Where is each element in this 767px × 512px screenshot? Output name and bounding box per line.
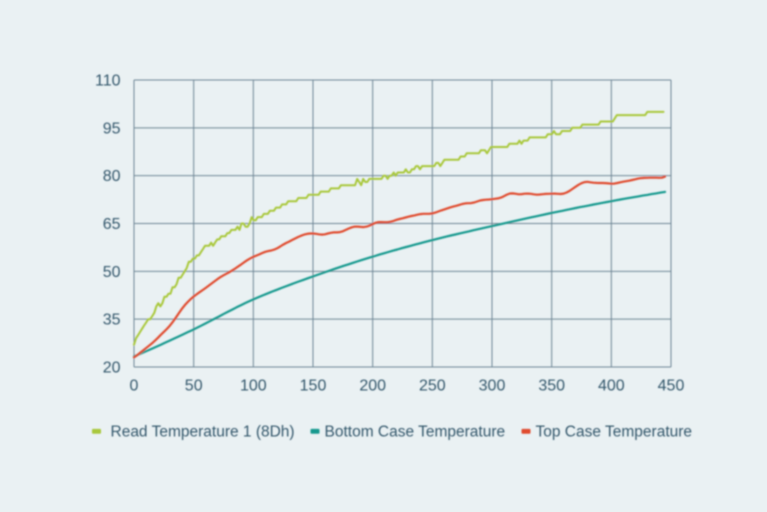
svg-text:35: 35 — [103, 312, 121, 329]
svg-text:110: 110 — [95, 73, 121, 90]
svg-text:80: 80 — [103, 168, 121, 185]
svg-text:450: 450 — [658, 378, 685, 395]
svg-text:300: 300 — [479, 378, 506, 395]
svg-text:65: 65 — [103, 216, 121, 233]
svg-text:400: 400 — [598, 378, 625, 395]
svg-text:Bottom Case Temperature: Bottom Case Temperature — [325, 424, 506, 441]
svg-text:100: 100 — [240, 378, 267, 395]
svg-text:250: 250 — [419, 378, 446, 395]
svg-text:50: 50 — [185, 378, 203, 395]
svg-text:95: 95 — [103, 120, 121, 137]
svg-text:20: 20 — [103, 360, 121, 377]
svg-text:350: 350 — [538, 378, 565, 395]
svg-text:Top Case Temperature: Top Case Temperature — [536, 424, 693, 441]
svg-text:0: 0 — [130, 378, 139, 395]
svg-text:150: 150 — [300, 378, 327, 395]
svg-text:200: 200 — [359, 378, 386, 395]
svg-text:Read Temperature 1 (8Dh): Read Temperature 1 (8Dh) — [111, 424, 295, 441]
svg-text:50: 50 — [103, 264, 121, 281]
